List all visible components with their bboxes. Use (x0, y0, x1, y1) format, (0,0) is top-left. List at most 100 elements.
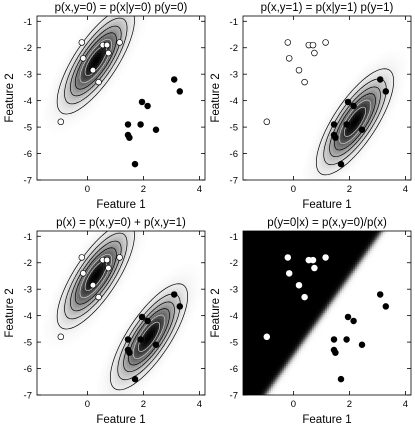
data-point (89, 66, 97, 74)
data-point (309, 41, 317, 49)
y-tick-label: -6 (24, 149, 32, 160)
y-tick-label: -7 (230, 176, 238, 187)
y-tick-label: -5 (230, 338, 238, 349)
y-axis-label: Feature 2 (210, 73, 222, 122)
data-point (152, 341, 160, 348)
y-tick-label: -4 (24, 96, 32, 107)
data-point (382, 88, 390, 95)
data-point (116, 254, 123, 261)
data-point (332, 349, 339, 356)
plot-area (243, 16, 411, 180)
data-point (95, 78, 102, 86)
y-tick-label: -1 (24, 17, 32, 28)
contour-line (56, 16, 135, 115)
contour-line (315, 68, 395, 176)
contour-line (84, 260, 107, 292)
y-tick-label: -4 (230, 96, 238, 107)
x-axis-label: Feature 1 (96, 199, 145, 211)
data-point (137, 121, 144, 128)
data-point (78, 39, 86, 46)
contour-line (137, 321, 161, 352)
data-point (322, 254, 329, 261)
contour-line (74, 32, 117, 90)
contour-line (56, 231, 135, 330)
plot-area (37, 231, 205, 395)
panel-title: p(x,y=1) = p(x|y=1) p(y=1) (261, 2, 394, 14)
x-tick-label: 4 (403, 184, 408, 195)
contour-line (334, 93, 376, 151)
y-tick-label: -7 (230, 391, 238, 402)
data-point (263, 118, 271, 126)
data-point (57, 333, 65, 341)
x-tick-label: 0 (85, 184, 90, 195)
contour-line (117, 293, 181, 381)
plot-frame (36, 15, 206, 181)
contour-line (70, 25, 122, 97)
data-point (358, 341, 366, 348)
data-point (301, 293, 308, 301)
y-tick-label: -1 (230, 232, 238, 243)
plot-frame (242, 230, 412, 396)
data-point (263, 333, 271, 341)
data-point (309, 256, 317, 264)
contour-line (64, 232, 128, 320)
y-axis-label: Feature 2 (210, 288, 222, 337)
x-tick-label: 2 (141, 399, 146, 410)
y-tick-label: -2 (230, 43, 238, 54)
contour-line (84, 45, 107, 77)
contour-line (64, 17, 128, 105)
data-point (337, 160, 345, 168)
data-point (103, 41, 111, 49)
data-point (301, 78, 308, 86)
data-point (330, 336, 338, 343)
plot-frame (36, 230, 206, 396)
y-tick-label: -6 (230, 364, 238, 375)
contour-line (323, 78, 387, 166)
data-point (116, 39, 123, 46)
plot-area (37, 16, 205, 180)
y-axis-label: Feature 2 (4, 288, 16, 337)
x-tick-label: 2 (347, 184, 352, 195)
data-point (376, 291, 384, 298)
data-point (131, 375, 139, 383)
data-point (105, 264, 112, 272)
data-point (295, 281, 303, 289)
data-point (124, 121, 132, 128)
data-point (311, 264, 318, 272)
y-tick-label: -3 (24, 70, 32, 81)
contour-line (128, 308, 170, 366)
x-axis-label: Feature 1 (302, 414, 351, 426)
data-point (322, 39, 329, 46)
y-tick-label: -7 (24, 176, 32, 187)
data-point (176, 88, 184, 95)
x-tick-label: 4 (197, 184, 202, 195)
data-point (343, 121, 350, 128)
x-tick-label: 0 (85, 399, 90, 410)
y-tick-label: -3 (230, 285, 238, 296)
y-tick-label: -4 (24, 311, 32, 322)
y-tick-label: -5 (24, 338, 32, 349)
x-tick-label: 4 (197, 399, 202, 410)
data-point (152, 126, 160, 133)
y-tick-label: -5 (24, 123, 32, 134)
x-tick-label: 2 (347, 399, 352, 410)
data-point (89, 281, 97, 289)
data-point (284, 39, 292, 46)
data-point (126, 349, 133, 356)
panel-title: p(y=0|x) = p(x,y=0)/p(x) (267, 217, 387, 229)
panel-2: 0 2 4 -1 -2 -3 -4 -5 -6 -7 p(x,y=1) = p(x|y=1) p(y… (210, 2, 412, 211)
data-point (95, 293, 102, 301)
y-tick-label: -1 (230, 17, 238, 28)
data-point (124, 336, 132, 343)
y-tick-label: -2 (24, 43, 32, 54)
data-point (138, 313, 146, 321)
data-point (311, 49, 318, 57)
contour-line (123, 301, 175, 373)
data-point (126, 134, 133, 141)
plot-frame (242, 15, 412, 181)
data-point (176, 303, 184, 310)
data-point (344, 98, 352, 106)
contour-line (109, 283, 189, 391)
data-point (344, 313, 352, 321)
data-point (138, 98, 146, 106)
